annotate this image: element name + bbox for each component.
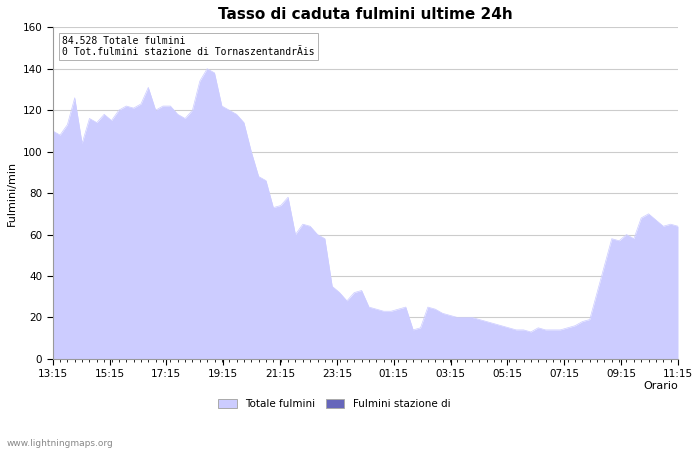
Text: www.lightningmaps.org: www.lightningmaps.org	[7, 439, 113, 448]
Text: 84.528 Totale fulmini
0 Tot.fulmini stazione di TornaszentandrÃis: 84.528 Totale fulmini 0 Tot.fulmini staz…	[62, 36, 315, 57]
X-axis label: Orario: Orario	[643, 382, 678, 392]
Y-axis label: Fulmini/min: Fulmini/min	[7, 161, 17, 225]
Legend: Totale fulmini, Fulmini stazione di: Totale fulmini, Fulmini stazione di	[214, 395, 454, 414]
Title: Tasso di caduta fulmini ultime 24h: Tasso di caduta fulmini ultime 24h	[218, 7, 512, 22]
